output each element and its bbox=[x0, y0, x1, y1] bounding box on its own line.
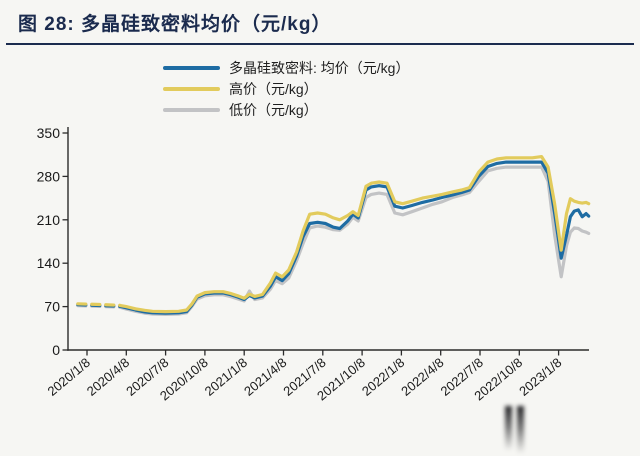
x-tick-label: 2022/4/8 bbox=[398, 355, 446, 399]
legend-swatch-avg-line bbox=[163, 65, 220, 70]
x-tick-label: 2021/1/8 bbox=[202, 355, 250, 399]
low-price-line bbox=[118, 165, 591, 316]
x-tick-label: 2020/1/8 bbox=[45, 355, 93, 399]
y-axis-ticks: 0 70 140 210 280 350 bbox=[37, 125, 68, 358]
legend-swatch-high-line bbox=[163, 86, 220, 91]
y-tick-label: 70 bbox=[44, 299, 60, 315]
plot-lines bbox=[76, 155, 591, 316]
x-tick-label: 2022/1/8 bbox=[359, 355, 407, 399]
x-tick-label: 2023/1/8 bbox=[516, 355, 564, 399]
y-tick-label: 210 bbox=[37, 212, 61, 228]
y-tick-label: 280 bbox=[37, 168, 61, 184]
y-tick-label: 0 bbox=[52, 342, 60, 358]
x-axis-ticks: 2020/1/82020/4/82020/7/82020/10/82021/1/… bbox=[45, 350, 565, 403]
chart-title: 图 28: 多晶硅致密料均价（元/kg） bbox=[18, 14, 332, 35]
chart-legend: 多晶硅致密料: 均价（元/kg） 高价（元/kg） 低价（元/kg） bbox=[163, 59, 409, 118]
y-tick-label: 140 bbox=[37, 255, 61, 271]
x-tick-label: 2021/4/8 bbox=[241, 355, 289, 399]
high-price-line bbox=[118, 155, 591, 314]
smudge-artifact bbox=[517, 406, 524, 456]
x-tick-label: 2020/4/8 bbox=[84, 355, 132, 399]
y-tick-label: 350 bbox=[37, 125, 61, 141]
legend-item-low: 低价（元/kg） bbox=[163, 101, 409, 118]
title-separator-line bbox=[6, 43, 634, 45]
smudge-artifact bbox=[505, 406, 512, 453]
legend-label-avg: 多晶硅致密料: 均价（元/kg） bbox=[229, 59, 410, 76]
legend-swatch-low-line bbox=[163, 107, 220, 112]
legend-label-low: 低价（元/kg） bbox=[229, 101, 318, 118]
legend-item-avg: 多晶硅致密料: 均价（元/kg） bbox=[163, 59, 409, 76]
legend-item-high: 高价（元/kg） bbox=[163, 80, 409, 97]
avg-price-line bbox=[118, 160, 591, 315]
high-price-line-dashed-start bbox=[76, 302, 122, 307]
legend-label-high: 高价（元/kg） bbox=[229, 80, 318, 97]
